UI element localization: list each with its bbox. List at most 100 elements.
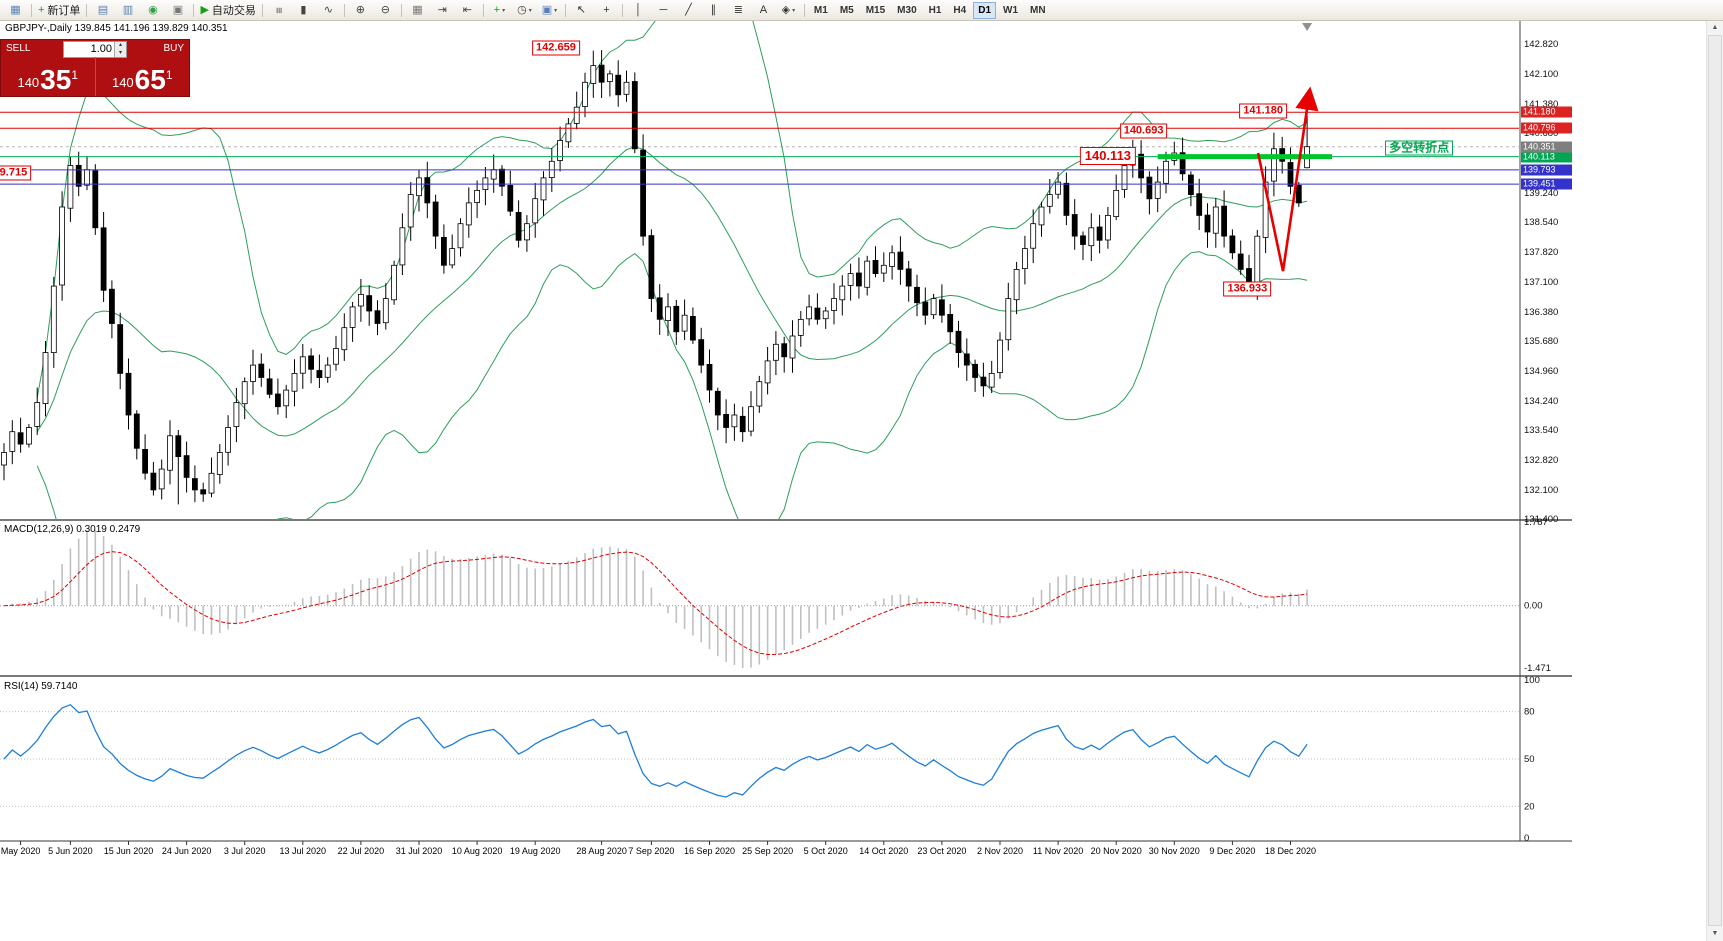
market-watch-icon[interactable]: ▤ [90, 1, 115, 20]
timeframe-h4[interactable]: H4 [953, 4, 967, 16]
candle-body [631, 81, 638, 150]
pivot-price-label[interactable]: 140.113 [1079, 147, 1137, 166]
buy-button[interactable]: BUY [163, 43, 184, 54]
candle-body [175, 435, 182, 458]
swing-high-price-label[interactable]: 140.693 [1119, 123, 1168, 139]
timeframe-m5[interactable]: M5 [839, 4, 854, 16]
data-window-icon[interactable]: ▥ [115, 1, 140, 20]
low-price-label[interactable]: 136.933 [1223, 281, 1272, 297]
lot-decrease-icon[interactable]: ▾ [115, 49, 126, 57]
toolbar: ▦ + 新订单 ▤ ▥ ◉ ▣ ▶ 自动交易 ≡ ▮ ∿ ⊕ ⊖ ▦ ⇥ ⇤ + ▾ ◷ ▾ ▣ ▾ ↖ + │ ─ ╱ ∥ ≣ A ◈ ▾ M1… [0, 0, 1723, 21]
x-axis-label: 31 Jul 2020 [396, 846, 443, 856]
candle-body [457, 223, 464, 249]
lot-size-input[interactable]: 1.00 ▴ ▾ [63, 41, 127, 58]
auto-scroll-icon[interactable]: ⇥ [430, 1, 455, 20]
rsi-axis-label: 80 [1524, 707, 1535, 718]
candlestick-chart-icon[interactable]: ▮ [291, 1, 316, 20]
candle-body [756, 381, 763, 407]
scroll-up-icon[interactable]: ▲ [1711, 24, 1719, 31]
periods-icon: ◷ [517, 3, 527, 16]
dropdown-arrow-icon[interactable]: ▾ [792, 7, 796, 14]
bar-chart-icon[interactable]: ≡ [266, 1, 291, 20]
dropdown-arrow-icon[interactable]: ▾ [528, 7, 532, 14]
macd-axis-label: 0.00 [1524, 601, 1543, 612]
candle-body [640, 149, 646, 237]
timeframe-w1[interactable]: W1 [1003, 4, 1019, 16]
crosshair-icon[interactable]: + [594, 1, 619, 20]
candle-body [316, 370, 323, 378]
candle-body [590, 65, 597, 84]
indicators-icon[interactable]: + ▾ [487, 1, 512, 20]
zoom-out-icon[interactable]: ⊖ [373, 1, 398, 20]
chart-shift-icon: ⇤ [462, 3, 473, 16]
periods-icon[interactable]: ◷ ▾ [512, 1, 537, 20]
scroll-thumb[interactable] [1708, 35, 1722, 926]
new-order-button[interactable]: + 新订单 [35, 1, 83, 20]
sell-price-button[interactable]: 140 35 1 [1, 57, 95, 96]
new-chart-icon[interactable]: ▦ [3, 1, 28, 20]
candle-body [341, 327, 348, 351]
x-axis-label: 23 Oct 2020 [917, 846, 966, 856]
timeframe-m1[interactable]: M1 [813, 4, 828, 16]
candle-body [233, 402, 240, 427]
chart-shift-icon[interactable]: ⇤ [455, 1, 480, 20]
terminal-icon[interactable]: ▣ [165, 1, 190, 20]
trend-arrow-drawing[interactable] [1256, 86, 1319, 272]
scroll-down-icon[interactable]: ▼ [1711, 930, 1719, 937]
pivot-note-label[interactable]: 多空转折点 [1385, 140, 1454, 156]
fibonacci-icon[interactable]: ≣ [726, 1, 751, 20]
chart-shift-marker[interactable] [1302, 23, 1313, 31]
candle-body [1295, 184, 1302, 204]
timeframe-mn[interactable]: MN [1030, 4, 1046, 16]
left-edge-price-label[interactable]: 139.715 [0, 165, 32, 181]
trendline-icon[interactable]: ╱ [676, 1, 701, 20]
candle-body [582, 81, 588, 107]
candle-body [1, 452, 7, 466]
macd-histogram [11, 530, 1308, 668]
buy-price-button[interactable]: 140 65 1 [94, 57, 190, 96]
zoom-in-icon[interactable]: ⊕ [348, 1, 373, 20]
y-axis-label: 137.100 [1524, 277, 1558, 288]
timeframe-h1[interactable]: H1 [928, 4, 942, 16]
peak-price-label[interactable]: 142.659 [532, 40, 580, 56]
y-axis-label: 142.100 [1524, 69, 1558, 80]
candle-body [1254, 235, 1261, 287]
channel-icon[interactable]: ∥ [701, 1, 726, 20]
vertical-scrollbar[interactable]: ▲ ▼ [1706, 20, 1723, 941]
buy-price-pips: 65 [134, 64, 166, 95]
candle-body [822, 310, 829, 320]
template-icon[interactable]: ▣ ▾ [537, 1, 562, 20]
auto-trading-button[interactable]: ▶ 自动交易 [197, 1, 258, 20]
timeframe-d1[interactable]: D1 [973, 1, 997, 19]
candle-body [963, 353, 970, 366]
sell-price-integer: 140 [17, 75, 40, 90]
candle-body [1204, 214, 1211, 233]
vertical-line-icon[interactable]: │ [626, 1, 651, 20]
resistance-price-label[interactable]: 141.180 [1239, 103, 1287, 119]
text-label-icon[interactable]: A [751, 1, 776, 20]
candle-body [1080, 235, 1086, 245]
arrows-tool-icon[interactable]: ◈ ▾ [776, 1, 801, 20]
line-chart-icon[interactable]: ∿ [316, 1, 341, 20]
dropdown-arrow-icon[interactable]: ▾ [554, 7, 558, 14]
candle-body [158, 468, 165, 490]
timeframe-m30[interactable]: M30 [897, 4, 917, 16]
sell-button[interactable]: SELL [6, 43, 31, 54]
x-axis-label: 19 Aug 2020 [510, 846, 561, 856]
cursor-icon[interactable]: ↖ [569, 1, 594, 20]
candle-body [607, 73, 613, 82]
timeframe-m15[interactable]: M15 [865, 4, 886, 16]
candle-body [831, 298, 837, 311]
lot-increase-icon[interactable]: ▴ [115, 42, 126, 50]
candle-body [598, 64, 605, 83]
buy-price-integer: 140 [111, 75, 134, 90]
horizontal-line-icon[interactable]: ─ [651, 1, 676, 20]
tile-windows-icon[interactable]: ▦ [405, 1, 430, 20]
rsi-axis-label: 100 [1524, 675, 1540, 686]
strategy-tester-icon[interactable]: ◉ [140, 1, 165, 20]
dropdown-arrow-icon[interactable]: ▾ [502, 7, 506, 14]
candle-body [1188, 174, 1194, 196]
candle-body [764, 360, 771, 384]
candle-body [150, 472, 157, 491]
